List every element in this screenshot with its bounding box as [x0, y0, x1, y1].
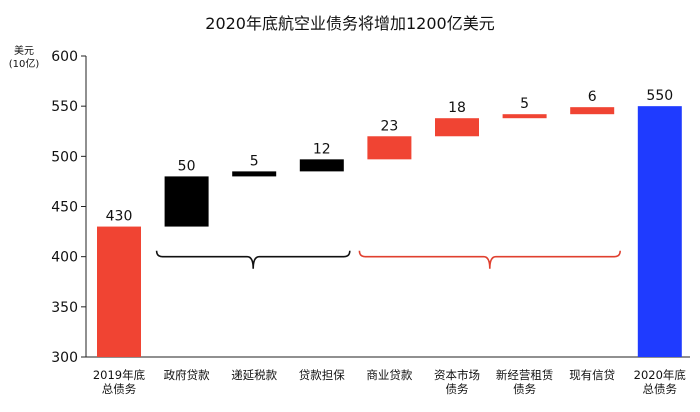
category-label: 商业贷款 [366, 368, 412, 382]
category-label: 贷款担保 [299, 368, 345, 382]
bar [435, 118, 479, 137]
data-label: 430 [106, 209, 133, 225]
data-label: 50 [178, 158, 196, 174]
data-label: 550 [646, 88, 673, 104]
bar [299, 159, 344, 172]
bar [637, 106, 682, 358]
y-tick-label: 450 [51, 200, 78, 216]
y-tick-label: 350 [51, 300, 78, 316]
data-label: 23 [380, 118, 398, 134]
bar [97, 226, 141, 357]
y-axis-unit-label: (10亿) [9, 57, 40, 70]
category-label: 资本市场 [434, 368, 480, 382]
category-label: 现有信贷 [569, 368, 615, 382]
y-tick-label: 400 [51, 250, 78, 266]
y-tick-label: 500 [51, 149, 78, 165]
bar [232, 171, 277, 177]
category-label: 债务 [446, 382, 469, 396]
bar [164, 176, 209, 227]
bracket [155, 250, 351, 269]
data-label: 18 [448, 100, 466, 116]
data-label: 5 [520, 96, 529, 112]
bracket [358, 250, 621, 269]
category-label: 2019年底 [93, 368, 146, 382]
y-tick-label: 300 [51, 350, 78, 366]
y-tick-label: 600 [51, 49, 78, 65]
category-label: 政府贷款 [164, 368, 210, 382]
y-axis-unit-label: 美元 [14, 44, 34, 57]
category-label: 总债务 [643, 382, 678, 396]
y-tick-label: 550 [51, 99, 78, 115]
category-label: 递延税款 [231, 368, 277, 382]
category-label: 总债务 [102, 382, 137, 396]
bar [570, 107, 615, 115]
data-label: 5 [250, 153, 259, 169]
category-label: 2020年底 [634, 368, 687, 382]
chart-title: 2020年底航空业债务将增加1200亿美元 [205, 14, 495, 33]
bar [367, 136, 412, 160]
category-label: 债务 [513, 382, 536, 396]
category-label: 新经营租赁 [496, 368, 554, 382]
bar [502, 114, 547, 119]
data-label: 6 [588, 89, 597, 105]
data-label: 12 [313, 141, 331, 157]
